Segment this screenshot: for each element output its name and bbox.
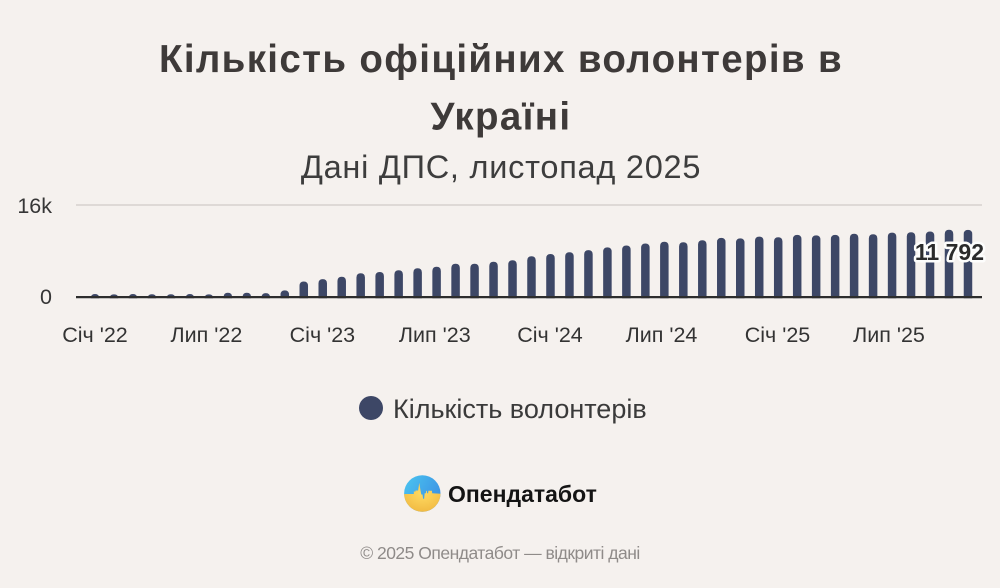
- svg-text:Кількість волонтерів: Кількість волонтерів: [393, 394, 647, 424]
- svg-text:Україні: Україні: [431, 95, 572, 138]
- svg-text:Січ '22: Січ '22: [62, 323, 128, 347]
- svg-text:0: 0: [40, 285, 52, 309]
- svg-text:© 2025 Опендатабот — відкриті: © 2025 Опендатабот — відкриті дані: [360, 543, 640, 563]
- svg-text:Лип '23: Лип '23: [399, 323, 471, 347]
- svg-text:Дані ДПС, листопад 2025: Дані ДПС, листопад 2025: [301, 149, 701, 185]
- svg-text:Січ '23: Січ '23: [290, 323, 356, 347]
- svg-text:Лип '22: Лип '22: [171, 323, 243, 347]
- svg-text:Лип '24: Лип '24: [626, 323, 698, 347]
- svg-text:16k: 16k: [17, 194, 52, 218]
- svg-text:11 792: 11 792: [915, 239, 984, 265]
- svg-text:Січ '25: Січ '25: [745, 323, 811, 347]
- svg-text:Опендатабот: Опендатабот: [448, 481, 597, 507]
- svg-text:Кількість офіційних волонтерів: Кількість офіційних волонтерів в: [159, 38, 843, 81]
- svg-text:Січ '24: Січ '24: [517, 323, 583, 347]
- svg-text:Лип '25: Лип '25: [853, 323, 925, 347]
